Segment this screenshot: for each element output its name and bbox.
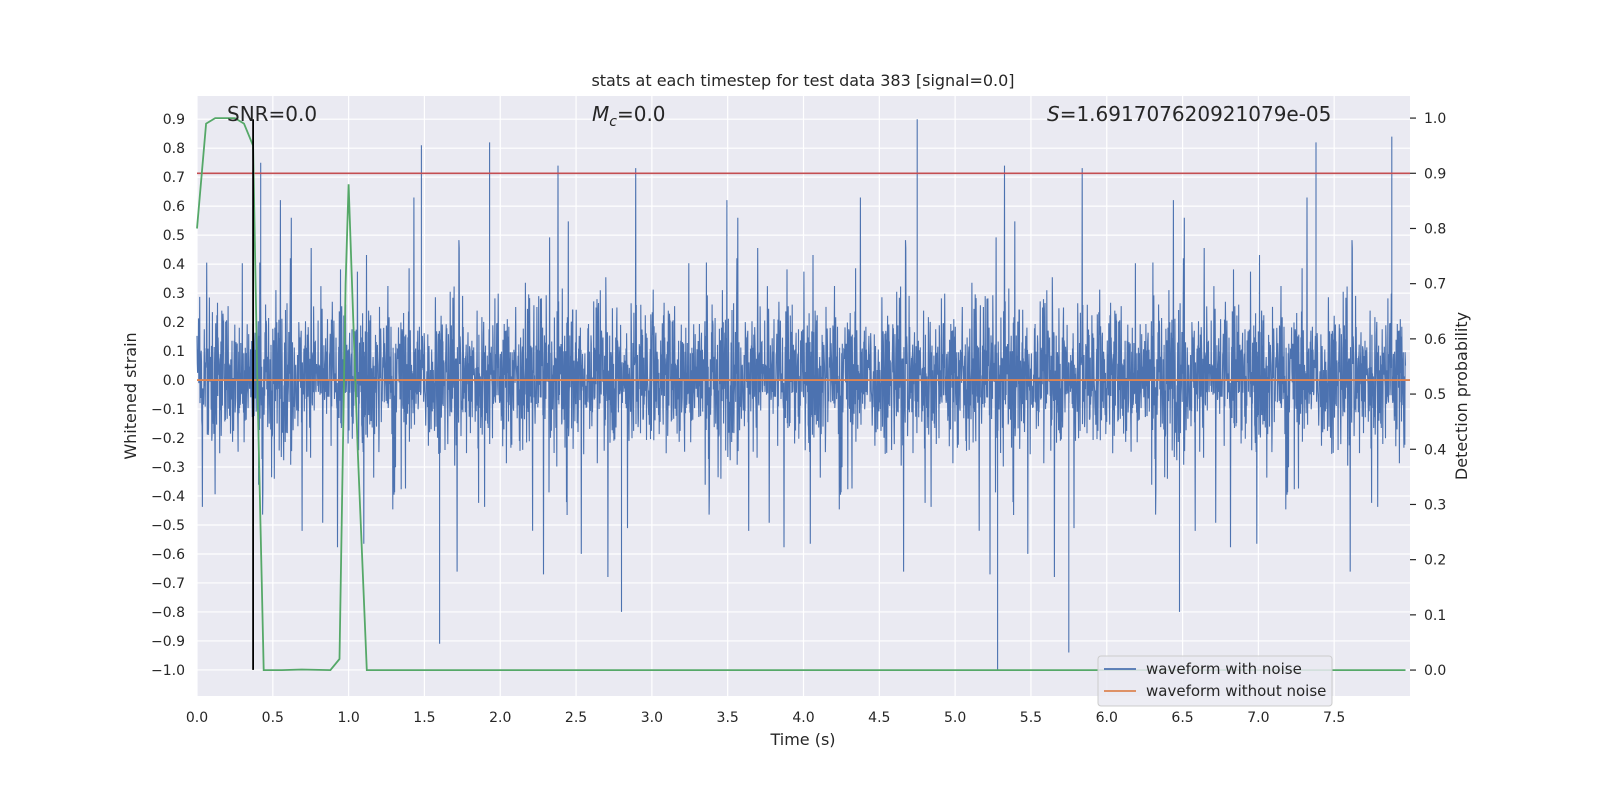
x-tick-label: 0.5 (262, 710, 284, 726)
y-tick-label: 0.6 (163, 199, 185, 215)
y-tick-label: −1.0 (151, 663, 185, 679)
chart-title: stats at each timestep for test data 383… (591, 71, 1014, 90)
y2-tick-label: 0.1 (1424, 608, 1446, 624)
y-tick-label: −0.4 (151, 489, 185, 505)
x-tick-label: 5.0 (944, 710, 966, 726)
x-tick-label: 1.5 (413, 710, 435, 726)
noise-trace (196, 119, 1407, 670)
legend: waveform with noise waveform without noi… (1097, 655, 1333, 707)
x-tick-label: 4.0 (792, 710, 814, 726)
x-tick-label: 3.0 (641, 710, 663, 726)
y-tick-label: −0.2 (151, 431, 185, 447)
y2-tick-labels: 1.0 0.9 0.8 0.7 0.6 0.5 0.4 0.3 0.2 0.1 0.0 (1410, 111, 1446, 679)
x-tick-label: 6.5 (1171, 710, 1193, 726)
y-tick-label: −0.5 (151, 518, 185, 534)
y-tick-labels: 0.9 0.8 0.7 0.6 0.5 0.4 0.3 0.2 0.1 0.0 −0.1 −0.2 −0… (151, 112, 185, 679)
x-axis-label: Time (s) (769, 730, 835, 749)
legend-label-clean: waveform without noise (1146, 682, 1326, 700)
y2-axis-label: Detection probability (1452, 312, 1471, 480)
x-tick-label: 1.0 (337, 710, 359, 726)
x-tick-label: 2.0 (489, 710, 511, 726)
y-tick-label: 0.9 (163, 112, 185, 128)
y2-tick-label: 0.9 (1424, 166, 1446, 182)
noisy-waveform (196, 119, 1407, 670)
legend-label-noise: waveform with noise (1146, 660, 1302, 678)
x-tick-label: 6.0 (1096, 710, 1118, 726)
y-tick-label: −0.3 (151, 460, 185, 476)
y-tick-label: −0.1 (151, 402, 185, 418)
x-tick-label: 0.0 (186, 710, 208, 726)
y-tick-label: 0.1 (163, 344, 185, 360)
y-tick-label: 0.7 (163, 170, 185, 186)
detection-probability-line (196, 117, 1406, 672)
y2-tick-label: 0.5 (1424, 387, 1446, 403)
x-tick-label: 5.5 (1020, 710, 1042, 726)
y-tick-label: 0.8 (163, 141, 185, 157)
y-axis-label: Whitened strain (121, 332, 140, 459)
y2-tick-label: 0.8 (1424, 221, 1446, 237)
y-tick-label: −0.7 (151, 576, 185, 592)
y2-tick-label: 0.7 (1424, 277, 1446, 293)
x-tick-label: 7.0 (1247, 710, 1269, 726)
mc-annotation: Mc=0.0 (592, 102, 666, 130)
x-tick-label: 7.5 (1323, 710, 1345, 726)
x-tick-labels: 0.0 0.5 1.0 1.5 2.0 2.5 3.0 3.5 4.0 4.5 5.0 5.5 6.0 6… (186, 710, 1345, 726)
x-tick-label: 4.5 (868, 710, 890, 726)
y2-tick-label: 0.3 (1424, 497, 1446, 513)
y-tick-label: −0.9 (151, 634, 185, 650)
y2-tick-label: 0.2 (1424, 553, 1446, 569)
y-tick-label: 0.3 (163, 286, 185, 302)
y-tick-label: −0.8 (151, 605, 185, 621)
y-tick-label: 0.5 (163, 228, 185, 244)
y-tick-label: 0.2 (163, 315, 185, 331)
y-tick-label: 0.4 (163, 257, 185, 273)
x-tick-label: 2.5 (565, 710, 587, 726)
y2-tick-label: 1.0 (1424, 111, 1446, 127)
snr-annotation: SNR=0.0 (227, 102, 317, 126)
y2-tick-label: 0.6 (1424, 332, 1446, 348)
legend-box (1097, 655, 1333, 707)
y2-tick-label: 0.0 (1424, 663, 1446, 679)
x-tick-label: 3.5 (717, 710, 739, 726)
y-tick-label: 0.0 (163, 373, 185, 389)
s-annotation: S=1.691707620921079e-05 (1047, 102, 1331, 126)
y2-tick-label: 0.4 (1424, 442, 1446, 458)
y-tick-label: −0.6 (151, 547, 185, 563)
